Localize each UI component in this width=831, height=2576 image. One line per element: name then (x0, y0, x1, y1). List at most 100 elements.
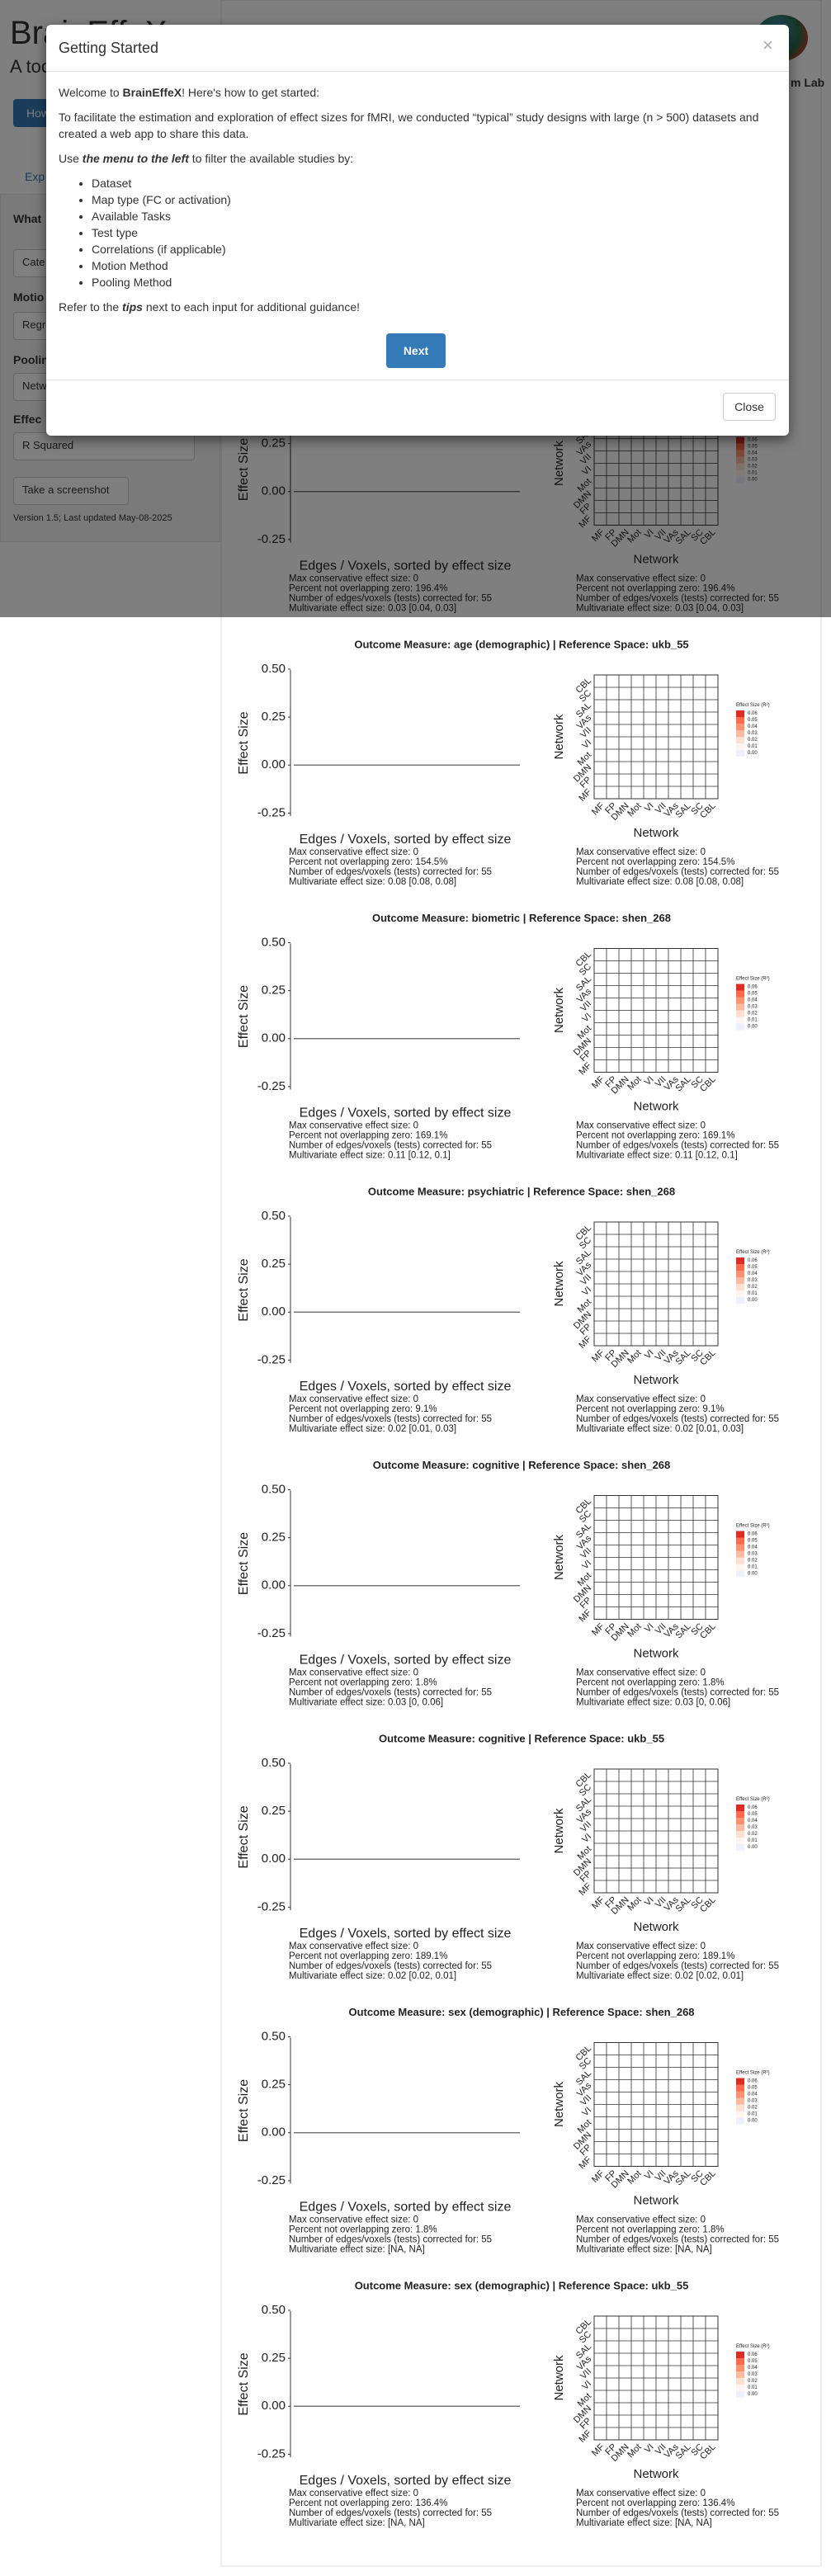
stats-line: Number of edges/voxels (tests) corrected… (576, 2235, 779, 2245)
stats-line: Max conservative effect size: 0 (576, 2215, 706, 2225)
legend-label: 0.04 (748, 724, 758, 729)
next-button[interactable]: Next (386, 333, 446, 368)
legend-label: 0.00 (748, 751, 758, 756)
y-tick-label: -0.25 (257, 2446, 286, 2460)
y-tick-label: 0.25 (262, 1804, 286, 1818)
stats-line: Multivariate effect size: [NA, NA] (576, 2245, 712, 2255)
legend-swatch (736, 2365, 744, 2371)
y-axis-label: Effect Size (237, 2079, 251, 2142)
legend-swatch (736, 1010, 744, 1017)
legend-label: 0.04 (748, 1271, 758, 1276)
legend-label: 0.01 (748, 1565, 758, 1570)
legend-label: 0.00 (748, 2392, 758, 2397)
filter-list: DatasetMap type (FC or activation)Availa… (59, 175, 777, 290)
legend-swatch (736, 710, 744, 717)
refer: Refer to the tips next to each input for… (59, 299, 777, 315)
legend-label: 0.04 (748, 2366, 758, 2371)
stats-line: Number of edges/voxels (tests) corrected… (576, 1688, 779, 1698)
legend-label: 0.03 (748, 2372, 758, 2377)
legend-swatch (736, 2097, 744, 2105)
text: to filter the available studies by: (188, 152, 354, 165)
stats-line: Multivariate effect size: 0.02 [0.01, 0.… (576, 1424, 744, 1434)
x-axis-label: Edges / Voxels, sorted by effect size (300, 1654, 512, 1668)
y-tick-label: 0.25 (262, 984, 286, 998)
legend-swatch (736, 1264, 744, 1271)
legend-label: 0.02 (748, 1012, 758, 1017)
legend-swatch (736, 737, 744, 743)
legend-swatch (736, 2117, 744, 2125)
use: Use the menu to the left to filter the a… (59, 150, 777, 167)
legend-label: 0.05 (748, 1265, 758, 1270)
stats-line: Percent not overlapping zero: 154.5% (576, 857, 734, 867)
legend-swatch (736, 1531, 744, 1538)
stats-line: Percent not overlapping zero: 1.8% (576, 2225, 725, 2235)
legend-swatch (736, 1277, 744, 1284)
y-tick-label: 0.50 (262, 1482, 286, 1496)
x-axis-label: Edges / Voxels, sorted by effect size (300, 833, 512, 847)
y-tick-label: 0.25 (262, 710, 286, 724)
legend-swatch (736, 2352, 744, 2358)
stats-line: Percent not overlapping zero: 9.1% (289, 1404, 437, 1414)
stats-line: Number of edges/voxels (tests) corrected… (576, 867, 779, 877)
stats-line: Multivariate effect size: 0.02 [0.01, 0.… (289, 1424, 456, 1434)
legend-label: 0.01 (748, 1291, 758, 1296)
stats-line: Percent not overlapping zero: 169.1% (576, 1131, 734, 1141)
stats-line: Multivariate effect size: 0.08 [0.08, 0.… (289, 877, 456, 887)
legend-label: 0.02 (748, 1559, 758, 1564)
legend-label: 0.00 (748, 1845, 758, 1850)
filter-item: Motion Method (92, 257, 777, 274)
stats-line: Number of edges/voxels (tests) corrected… (289, 1414, 492, 1424)
legend-swatch (736, 2378, 744, 2385)
y-tick-label: 0.50 (262, 935, 286, 949)
stats-line: Max conservative effect size: 0 (576, 1941, 706, 1951)
stats-line: Max conservative effect size: 0 (576, 1121, 706, 1131)
network-x-title: Network (633, 826, 679, 840)
legend-swatch (736, 2385, 744, 2391)
y-tick-label: 0.50 (262, 2029, 286, 2043)
legend-swatch (736, 2111, 744, 2118)
stats-line: Number of edges/voxels (tests) corrected… (576, 1141, 779, 1151)
legend-label: 0.06 (748, 2352, 758, 2357)
legend-label: 0.06 (748, 711, 758, 716)
y-tick-label: 0.00 (262, 1852, 286, 1866)
stats-line: Max conservative effect size: 0 (289, 1394, 418, 1404)
stats-line: Number of edges/voxels (tests) corrected… (289, 2508, 492, 2518)
legend-title: Effect Size (R²) (736, 703, 770, 708)
stats-line: Percent not overlapping zero: 9.1% (576, 1404, 725, 1414)
stats-line: Max conservative effect size: 0 (576, 2489, 706, 2498)
network-y-title: Network (552, 1534, 566, 1580)
legend-label: 0.00 (748, 2119, 758, 2124)
text: tips (122, 300, 143, 314)
y-axis-label: Effect Size (237, 711, 251, 774)
stats-line: Percent not overlapping zero: 1.8% (289, 2225, 437, 2235)
y-tick-label: 0.00 (262, 1305, 286, 1319)
network-y-title: Network (552, 2081, 566, 2127)
legend-label: 0.02 (748, 2106, 758, 2111)
y-tick-label: -0.25 (257, 2173, 286, 2187)
close-button[interactable]: Close (723, 393, 776, 421)
network-y-title: Network (552, 1808, 566, 1854)
stats-line: Max conservative effect size: 0 (576, 847, 706, 857)
modal-close-x[interactable]: × (763, 35, 773, 55)
legend-swatch (736, 1290, 744, 1297)
x-axis-label: Edges / Voxels, sorted by effect size (300, 2474, 512, 2488)
legend-label: 0.01 (748, 744, 758, 749)
stats-line: Max conservative effect size: 0 (289, 2215, 418, 2225)
divider (46, 71, 789, 72)
legend-title: Effect Size (R²) (736, 1524, 770, 1529)
legend-label: 0.02 (748, 2379, 758, 2384)
legend-label: 0.02 (748, 1285, 758, 1290)
stats-line: Percent not overlapping zero: 189.1% (576, 1951, 734, 1961)
legend-swatch (736, 1838, 744, 1844)
y-tick-label: 0.25 (262, 1531, 286, 1545)
legend-title: Effect Size (R²) (736, 977, 770, 982)
text: BrainEffeX (122, 86, 182, 99)
legend-label: 0.00 (748, 1298, 758, 1303)
legend-swatch (736, 1017, 744, 1024)
filter-item: Dataset (92, 175, 777, 191)
legend-swatch (736, 1297, 744, 1304)
filter-item: Map type (FC or activation) (92, 191, 777, 208)
text: next to each input for additional guidan… (142, 300, 361, 314)
network-y-title: Network (552, 714, 566, 760)
